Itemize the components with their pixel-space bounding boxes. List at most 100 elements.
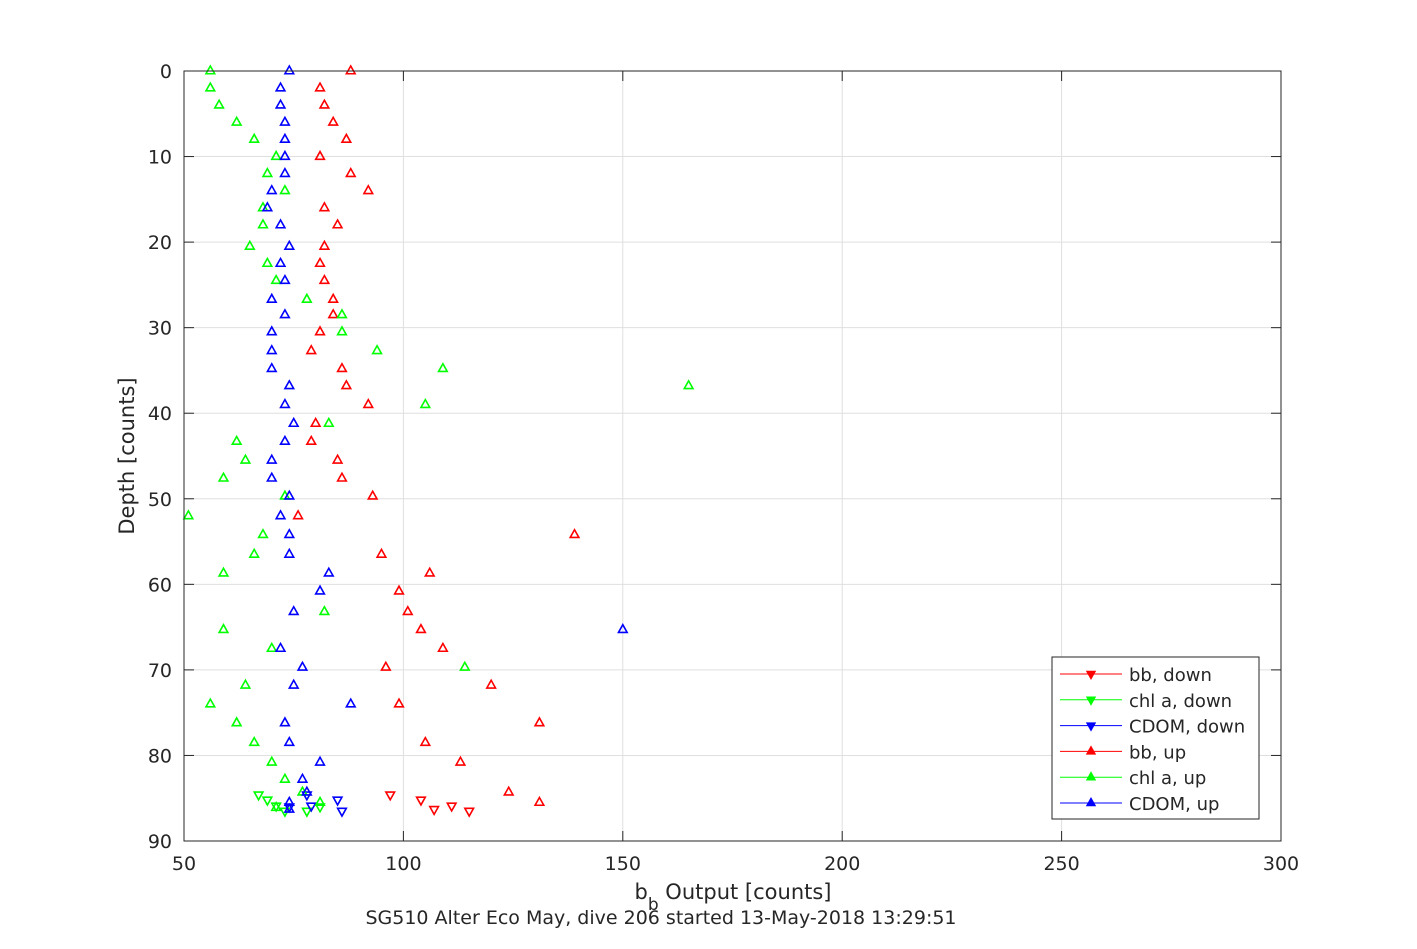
y-tick-label: 80 [148, 745, 172, 767]
data-point [301, 292, 313, 303]
y-tick-label: 90 [148, 831, 172, 853]
data-point [270, 273, 282, 285]
data-point [345, 697, 357, 708]
data-point [230, 434, 243, 446]
data-point [318, 273, 331, 285]
data-point [331, 453, 344, 464]
legend-marker [1085, 745, 1097, 755]
legend-marker [1085, 696, 1097, 706]
data-point [279, 772, 291, 783]
data-point [327, 292, 339, 303]
data-point [244, 239, 256, 250]
data-point [502, 785, 515, 796]
data-point [314, 755, 326, 766]
data-point [279, 167, 291, 178]
y-tick-label: 30 [148, 318, 172, 340]
data-point [402, 605, 414, 616]
data-point [279, 184, 291, 195]
data-point [266, 292, 278, 303]
data-point [270, 800, 282, 812]
data-point [327, 308, 339, 319]
grid [183, 70, 1282, 842]
data-point [445, 802, 458, 813]
data-point [252, 791, 265, 802]
data-point [301, 785, 313, 796]
data-point [182, 509, 195, 520]
data-point [283, 379, 296, 390]
data-point [314, 795, 326, 807]
data-point [283, 802, 296, 813]
data-point [309, 416, 322, 428]
data-point [283, 528, 296, 539]
data-point [279, 716, 291, 727]
data-point [314, 256, 326, 268]
series-5 [261, 64, 629, 813]
data-point [274, 641, 287, 653]
data-point [266, 362, 278, 373]
y-tick-label: 40 [148, 403, 172, 425]
data-point [217, 623, 230, 634]
data-point [230, 716, 243, 727]
data-point [314, 803, 326, 814]
legend-label: bb, up [1129, 742, 1186, 763]
y-tick-label: 20 [148, 232, 172, 254]
legend-marker [1085, 670, 1097, 681]
legend: bb, down chl a, down CDOM, down bb, up chl a… [1051, 656, 1260, 820]
data-point [314, 325, 326, 336]
data-point [424, 566, 436, 577]
y-axis-label: Depth [counts] [115, 377, 139, 534]
x-axis-label-rest: Output [counts] [659, 880, 832, 904]
data-point [318, 98, 331, 109]
x-tick-label: 250 [1043, 853, 1079, 875]
data-point [204, 697, 217, 708]
legend-entry: CDOM, down [1060, 717, 1245, 738]
legend-label: chl a, down [1129, 691, 1232, 712]
data-point [248, 132, 260, 143]
data-point [345, 64, 357, 75]
data-point [366, 489, 379, 500]
data-point [415, 796, 427, 807]
data-point [375, 547, 388, 558]
data-point [331, 796, 344, 807]
data-point [437, 641, 449, 653]
data-point [340, 379, 353, 390]
data-point [301, 807, 313, 818]
x-tick-label: 100 [385, 853, 421, 875]
x-tick-label: 150 [605, 853, 641, 875]
legend-label: CDOM, down [1129, 717, 1245, 738]
data-point [362, 184, 375, 195]
data-point [393, 584, 405, 595]
x-tick-label: 50 [172, 853, 196, 875]
data-point [682, 379, 695, 390]
data-point [217, 471, 230, 482]
legend-label: bb, down [1129, 665, 1212, 686]
x-tick-label: 300 [1263, 853, 1299, 875]
data-point [318, 239, 331, 250]
legend-entry: chl a, down [1060, 691, 1232, 712]
data-point [279, 115, 291, 126]
data-point [323, 416, 335, 428]
data-point [362, 398, 375, 409]
data-point [213, 98, 225, 109]
data-point [419, 398, 432, 409]
data-point [336, 308, 348, 319]
y-tick-label: 0 [160, 61, 172, 83]
data-point [257, 218, 269, 229]
data-point [266, 755, 278, 766]
data-point [287, 605, 300, 616]
data-point [533, 716, 546, 727]
data-point [239, 678, 252, 689]
data-point [380, 660, 392, 671]
data-point [279, 149, 291, 161]
data-point [314, 149, 326, 161]
data-point [533, 795, 546, 807]
data-point [274, 256, 287, 268]
data-point [485, 678, 497, 689]
data-point [428, 805, 440, 816]
data-point [261, 256, 274, 268]
data-point [327, 115, 339, 126]
y-tick-label: 50 [148, 489, 172, 511]
figure-caption: SG510 Alter Eco May, dive 206 started 13… [365, 907, 956, 929]
